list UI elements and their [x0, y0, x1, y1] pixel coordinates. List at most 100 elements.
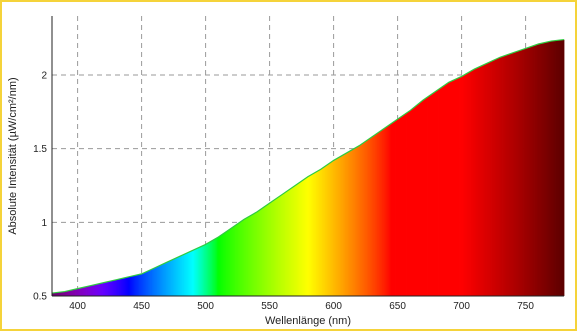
spectrum-bar — [456, 78, 459, 296]
spectrum-bar — [163, 263, 166, 296]
spectrum-bar — [117, 279, 119, 296]
spectrum-bar — [448, 82, 451, 296]
spectrum-bar — [470, 70, 473, 296]
spectrum-bar — [260, 208, 263, 296]
spectrum-bar — [194, 249, 196, 296]
spectrum-bar — [264, 206, 267, 296]
spectrum-bar — [301, 180, 304, 296]
x-tick-label: 450 — [133, 301, 150, 312]
spectrum-bar — [393, 121, 396, 296]
spectrum-bar — [552, 40, 555, 297]
spectrum-bar — [192, 250, 195, 296]
x-tick-label: 650 — [389, 301, 406, 312]
spectrum-bar — [190, 251, 192, 296]
spectrum-bar — [447, 82, 450, 296]
spectrum-bar — [227, 230, 230, 296]
spectrum-bar — [434, 91, 437, 296]
spectrum-bar — [485, 63, 488, 296]
spectrum-bar — [365, 140, 368, 296]
spectrum-bar — [327, 164, 329, 296]
spectrum-bar — [494, 59, 497, 296]
spectrum-bar — [177, 257, 180, 296]
spectrum-bar — [443, 85, 446, 297]
spectrum-bar — [357, 146, 360, 296]
spectrum-bar — [98, 283, 100, 296]
spectrum-bar — [359, 145, 361, 296]
spectrum-bar — [450, 81, 452, 296]
spectrum-bar — [314, 172, 317, 296]
spectrum-bar — [546, 42, 548, 296]
spectrum-bar — [471, 70, 474, 296]
spectrum-bar — [549, 41, 552, 297]
spectrum-bar — [411, 108, 414, 296]
spectrum-bar — [400, 116, 402, 297]
spectrum-bar — [55, 292, 58, 296]
spectrum-bar — [375, 133, 378, 296]
spectrum-bar — [199, 247, 201, 296]
spectrum-bar — [171, 260, 173, 296]
spectrum-bar — [155, 267, 158, 296]
spectrum-bar — [328, 163, 331, 296]
spectrum-bar — [409, 110, 411, 296]
spectrum-bar — [538, 43, 541, 296]
spectrum-bar — [119, 278, 122, 296]
spectrum-bar — [173, 258, 176, 296]
spectrum-bar — [151, 268, 154, 296]
spectrum-bar — [209, 241, 212, 296]
spectrum-bar — [148, 270, 150, 296]
spectrum-bar — [414, 106, 416, 296]
spectrum-bar — [320, 168, 323, 296]
spectrum-bar — [324, 166, 327, 296]
spectrum-bar — [246, 217, 249, 296]
spectrum-bar — [512, 52, 515, 297]
spectrum-bar — [269, 202, 272, 296]
spectrum-bar — [551, 40, 553, 297]
spectrum-bar — [156, 266, 159, 296]
spectrum-bar — [254, 213, 256, 296]
spectrum-bar — [398, 117, 401, 297]
spectrum-bar — [132, 275, 135, 296]
spectrum-bar — [292, 186, 295, 296]
x-axis-label: Wellenlänge (nm) — [265, 315, 351, 327]
spectrum-bar — [360, 144, 363, 296]
spectrum-bar — [122, 278, 125, 296]
spectrum-bar — [154, 267, 157, 296]
spectrum-bar — [313, 173, 315, 296]
spectrum-bar — [69, 290, 72, 296]
spectrum-bar — [363, 142, 365, 296]
spectrum-bar — [465, 73, 468, 296]
spectrum-bar — [126, 277, 128, 296]
spectrum-bar — [142, 273, 145, 296]
spectrum-bar — [347, 151, 350, 296]
spectrum-bar — [99, 283, 102, 296]
spectrum-bar — [72, 289, 75, 296]
spectrum-bar — [168, 261, 171, 296]
spectrum-bar — [537, 44, 539, 296]
spectrum-bar — [451, 80, 454, 296]
spectrum-bar — [164, 262, 167, 296]
spectrum-bar — [283, 192, 286, 296]
spectrum-bar — [139, 274, 141, 296]
spectrum-bar — [429, 95, 432, 296]
spectrum-bar — [63, 291, 66, 296]
y-tick-label: 1.5 — [33, 144, 47, 155]
spectrum-bar — [484, 64, 487, 296]
x-tick-label: 600 — [325, 301, 342, 312]
spectrum-bar — [222, 233, 224, 296]
spectrum-bar — [436, 90, 438, 296]
spectrum-bar — [187, 252, 190, 296]
spectrum-bar — [135, 275, 137, 296]
spectrum-bar — [67, 290, 70, 296]
spectrum-bar — [68, 290, 71, 296]
spectrum-bar — [104, 282, 107, 296]
spectrum-bar — [174, 258, 177, 296]
spectrum-bar — [251, 214, 254, 296]
spectrum-bar — [252, 213, 255, 296]
spectrum-bar — [141, 273, 144, 296]
spectrum-bar — [82, 287, 85, 296]
spectrum-bar — [437, 89, 439, 297]
spectrum-bar — [299, 182, 301, 296]
spectrum-bar — [501, 56, 503, 296]
spectrum-bar — [73, 289, 76, 296]
spectrum-bar — [66, 291, 68, 296]
